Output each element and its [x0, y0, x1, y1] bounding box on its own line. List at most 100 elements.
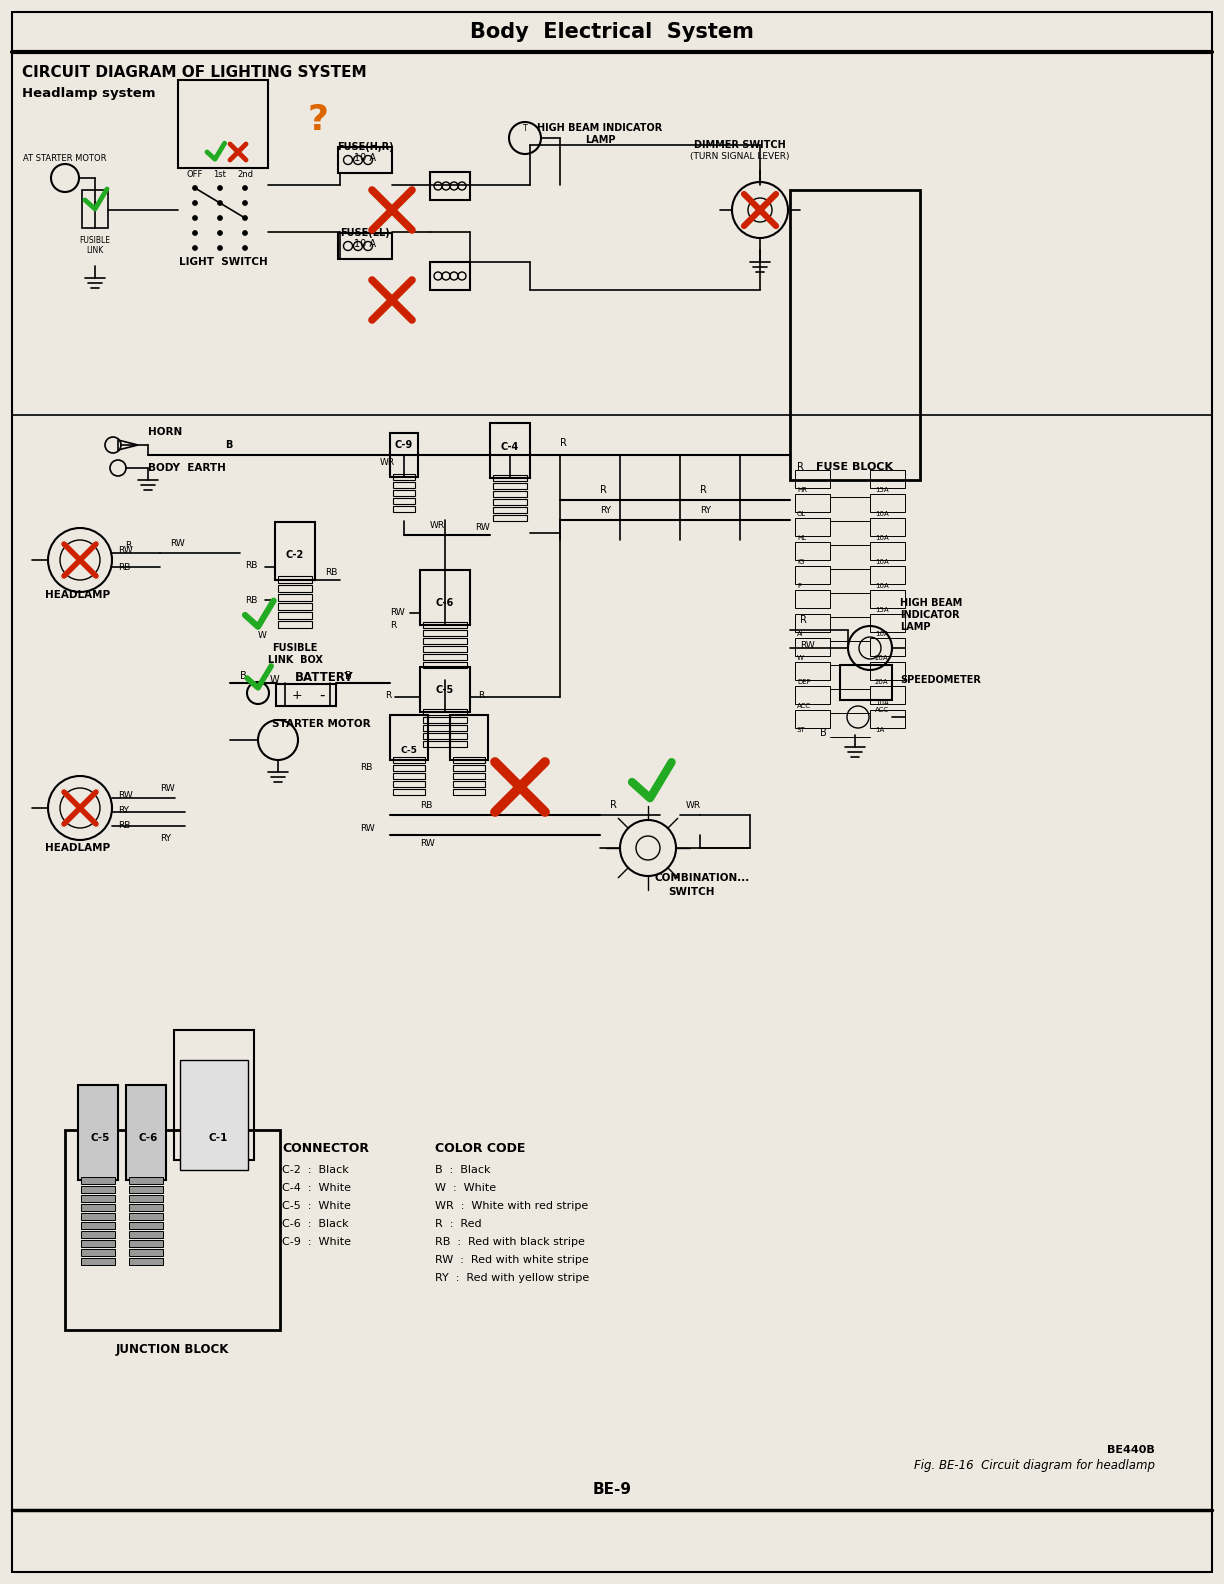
Text: FUSE(H,R): FUSE(H,R): [337, 143, 393, 152]
Text: LIGHT  SWITCH: LIGHT SWITCH: [179, 257, 267, 268]
Text: RW: RW: [475, 523, 490, 532]
Bar: [180, 1060, 248, 1171]
Text: RB: RB: [245, 561, 257, 570]
Text: B: B: [820, 729, 826, 738]
Text: F: F: [797, 583, 800, 589]
Text: FUSIBLE: FUSIBLE: [80, 236, 110, 244]
Text: RB: RB: [245, 596, 257, 605]
Bar: [390, 714, 428, 760]
Bar: [65, 1129, 280, 1331]
Circle shape: [218, 215, 223, 220]
Bar: [870, 542, 905, 561]
Bar: [424, 741, 468, 748]
Bar: [393, 505, 415, 512]
Bar: [81, 1204, 115, 1212]
Bar: [796, 686, 830, 703]
Text: B: B: [240, 672, 247, 681]
Bar: [393, 482, 415, 488]
Text: 10A: 10A: [875, 630, 889, 637]
Bar: [424, 623, 468, 627]
Text: STARTER MOTOR: STARTER MOTOR: [272, 719, 371, 729]
Text: OL: OL: [797, 512, 807, 516]
Text: ST: ST: [797, 727, 805, 733]
Bar: [796, 565, 830, 584]
Text: SWITCH: SWITCH: [668, 887, 715, 897]
Bar: [129, 1250, 163, 1256]
Bar: [453, 757, 485, 763]
Bar: [493, 507, 528, 513]
Text: HORN: HORN: [148, 428, 182, 437]
Bar: [129, 1177, 163, 1183]
Text: 10 A: 10 A: [354, 239, 376, 249]
Text: R: R: [600, 485, 607, 496]
Bar: [493, 499, 528, 505]
Text: WR: WR: [379, 458, 395, 467]
Bar: [390, 432, 419, 477]
Circle shape: [242, 215, 247, 220]
Text: 10A: 10A: [875, 583, 889, 589]
Text: W  :  White: W : White: [435, 1183, 496, 1193]
Bar: [126, 1085, 166, 1180]
Circle shape: [218, 231, 223, 236]
Bar: [493, 491, 528, 497]
Bar: [870, 565, 905, 584]
Text: R: R: [479, 691, 485, 700]
Text: RY  :  Red with yellow stripe: RY : Red with yellow stripe: [435, 1274, 589, 1283]
Text: CONNECTOR: CONNECTOR: [282, 1142, 368, 1155]
Bar: [129, 1204, 163, 1212]
Bar: [424, 638, 468, 645]
Text: 10A: 10A: [875, 512, 889, 516]
Text: RB: RB: [118, 562, 131, 572]
Text: T: T: [523, 124, 528, 133]
Bar: [424, 654, 468, 661]
Text: R: R: [700, 485, 707, 496]
Text: 10 A: 10 A: [354, 154, 376, 163]
Bar: [424, 733, 468, 740]
Text: C-2  :  Black: C-2 : Black: [282, 1164, 349, 1175]
Bar: [796, 710, 830, 729]
Text: C-1: C-1: [208, 1133, 228, 1144]
Bar: [81, 1186, 115, 1193]
Bar: [393, 497, 415, 504]
Circle shape: [218, 201, 223, 206]
Bar: [870, 589, 905, 608]
Text: COMBINATION...: COMBINATION...: [655, 873, 750, 882]
Bar: [796, 638, 830, 656]
Text: FUSE(LL): FUSE(LL): [340, 228, 390, 238]
Text: RB: RB: [420, 800, 432, 809]
Bar: [493, 475, 528, 482]
Bar: [796, 615, 830, 632]
Bar: [420, 667, 470, 711]
Bar: [129, 1221, 163, 1229]
Text: 20A: 20A: [875, 680, 889, 684]
Bar: [840, 665, 892, 700]
Circle shape: [192, 246, 197, 250]
Bar: [81, 1250, 115, 1256]
Bar: [424, 725, 468, 730]
Bar: [278, 604, 312, 610]
Bar: [78, 1085, 118, 1180]
Text: COLOR CODE: COLOR CODE: [435, 1142, 525, 1155]
Text: B  :  Black: B : Black: [435, 1164, 491, 1175]
Text: 2nd: 2nd: [237, 169, 253, 179]
Text: (TURN SIGNAL LEVER): (TURN SIGNAL LEVER): [690, 152, 789, 160]
Bar: [278, 584, 312, 592]
Text: WR: WR: [430, 521, 446, 529]
Text: Body  Electrical  System: Body Electrical System: [470, 22, 754, 43]
Text: C-5: C-5: [400, 746, 417, 754]
Text: RB: RB: [118, 821, 131, 830]
Text: LINK: LINK: [87, 246, 104, 255]
Text: IG: IG: [797, 559, 804, 565]
Bar: [393, 773, 425, 779]
Bar: [789, 190, 920, 480]
Text: C-9  :  White: C-9 : White: [282, 1237, 351, 1247]
Text: R: R: [386, 691, 392, 700]
Text: WR  :  White with red stripe: WR : White with red stripe: [435, 1201, 589, 1212]
Bar: [278, 577, 312, 583]
Text: R: R: [610, 800, 617, 809]
Circle shape: [218, 185, 223, 190]
Text: RW: RW: [390, 608, 405, 616]
Bar: [393, 765, 425, 771]
Bar: [430, 261, 470, 290]
Text: RB  :  Red with black stripe: RB : Red with black stripe: [435, 1237, 585, 1247]
